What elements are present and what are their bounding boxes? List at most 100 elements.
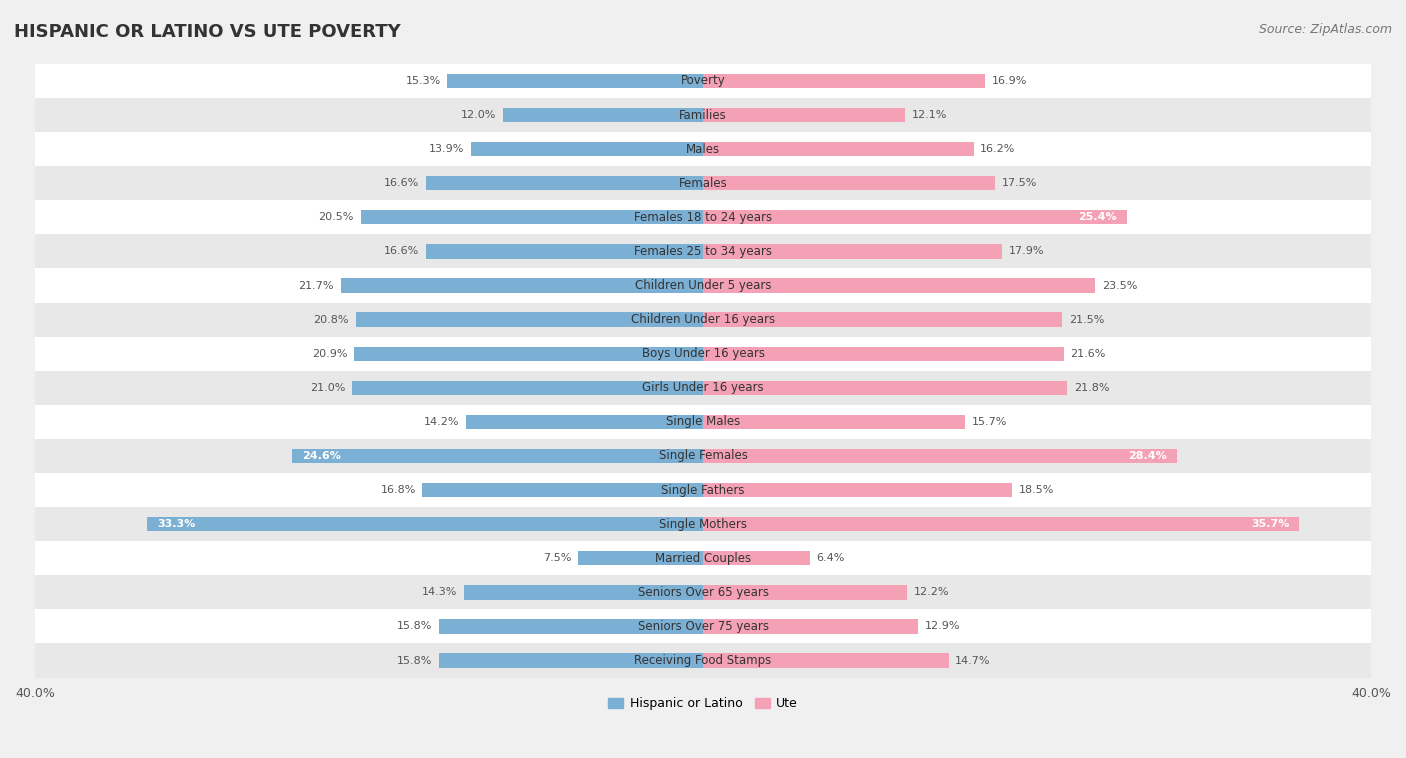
Bar [703,585,907,600]
Text: 15.3%: 15.3% [405,76,441,86]
Text: 23.5%: 23.5% [1102,280,1137,290]
Bar [35,337,1371,371]
Text: Children Under 16 years: Children Under 16 years [631,313,775,326]
Text: 28.4%: 28.4% [1129,451,1167,461]
Text: HISPANIC OR LATINO VS UTE POVERTY: HISPANIC OR LATINO VS UTE POVERTY [14,23,401,41]
Bar [703,551,810,565]
Bar [703,176,995,190]
Text: 15.8%: 15.8% [396,656,433,666]
Text: 33.3%: 33.3% [157,519,195,529]
Bar [703,517,1299,531]
Text: Poverty: Poverty [681,74,725,87]
Text: 24.6%: 24.6% [302,451,342,461]
Text: Boys Under 16 years: Boys Under 16 years [641,347,765,360]
Text: 7.5%: 7.5% [543,553,571,563]
Text: 14.3%: 14.3% [422,587,457,597]
Text: 18.5%: 18.5% [1019,485,1054,495]
Bar [703,381,1067,395]
Bar [35,473,1371,507]
Bar [35,268,1371,302]
Text: Seniors Over 65 years: Seniors Over 65 years [637,586,769,599]
Text: Single Males: Single Males [666,415,740,428]
Bar [465,415,703,429]
Text: 21.5%: 21.5% [1069,315,1104,324]
Bar [35,439,1371,473]
Bar [703,312,1062,327]
Bar [703,142,973,156]
Text: 14.7%: 14.7% [955,656,991,666]
Text: 16.9%: 16.9% [993,76,1028,86]
Bar [471,142,703,156]
Bar [422,483,703,497]
Text: Receiving Food Stamps: Receiving Food Stamps [634,654,772,667]
Text: 12.0%: 12.0% [461,110,496,120]
Text: 16.6%: 16.6% [384,246,419,256]
Text: 15.8%: 15.8% [396,622,433,631]
Text: 17.5%: 17.5% [1002,178,1038,188]
Bar [35,200,1371,234]
Text: 21.7%: 21.7% [298,280,333,290]
Bar [703,619,918,634]
Bar [353,381,703,395]
Bar [439,653,703,668]
Bar [426,244,703,258]
Text: Females 18 to 24 years: Females 18 to 24 years [634,211,772,224]
Text: Single Mothers: Single Mothers [659,518,747,531]
Bar [439,619,703,634]
Bar [703,278,1095,293]
Text: 20.5%: 20.5% [319,212,354,222]
Text: Females: Females [679,177,727,190]
Bar [35,609,1371,644]
Bar [35,64,1371,98]
Text: Females 25 to 34 years: Females 25 to 34 years [634,245,772,258]
Bar [35,575,1371,609]
Text: Girls Under 16 years: Girls Under 16 years [643,381,763,394]
Bar [356,312,703,327]
Bar [703,415,965,429]
Bar [354,346,703,361]
Bar [447,74,703,88]
Bar [35,234,1371,268]
Bar [35,166,1371,200]
Bar [703,449,1177,463]
Bar [35,541,1371,575]
Text: 12.1%: 12.1% [911,110,948,120]
Bar [292,449,703,463]
Text: Source: ZipAtlas.com: Source: ZipAtlas.com [1258,23,1392,36]
Bar [578,551,703,565]
Bar [35,302,1371,337]
Bar [703,108,905,122]
Bar [146,517,703,531]
Text: 21.8%: 21.8% [1074,383,1109,393]
Bar [703,74,986,88]
Bar [703,210,1128,224]
Text: 21.0%: 21.0% [311,383,346,393]
Legend: Hispanic or Latino, Ute: Hispanic or Latino, Ute [603,692,803,715]
Text: 12.2%: 12.2% [914,587,949,597]
Text: Children Under 5 years: Children Under 5 years [634,279,772,292]
Bar [35,405,1371,439]
Text: 6.4%: 6.4% [817,553,845,563]
Bar [35,644,1371,678]
Text: 14.2%: 14.2% [423,417,460,427]
Bar [703,483,1012,497]
Text: 25.4%: 25.4% [1078,212,1118,222]
Bar [360,210,703,224]
Text: Males: Males [686,143,720,155]
Text: 20.8%: 20.8% [314,315,349,324]
Text: 16.6%: 16.6% [384,178,419,188]
Bar [35,371,1371,405]
Text: 20.9%: 20.9% [312,349,347,359]
Text: Seniors Over 75 years: Seniors Over 75 years [637,620,769,633]
Bar [464,585,703,600]
Text: 17.9%: 17.9% [1008,246,1045,256]
Bar [426,176,703,190]
Bar [502,108,703,122]
Text: 16.2%: 16.2% [980,144,1015,154]
Bar [703,244,1002,258]
Text: Married Couples: Married Couples [655,552,751,565]
Text: 12.9%: 12.9% [925,622,960,631]
Text: 35.7%: 35.7% [1251,519,1289,529]
Text: Families: Families [679,108,727,121]
Bar [35,132,1371,166]
